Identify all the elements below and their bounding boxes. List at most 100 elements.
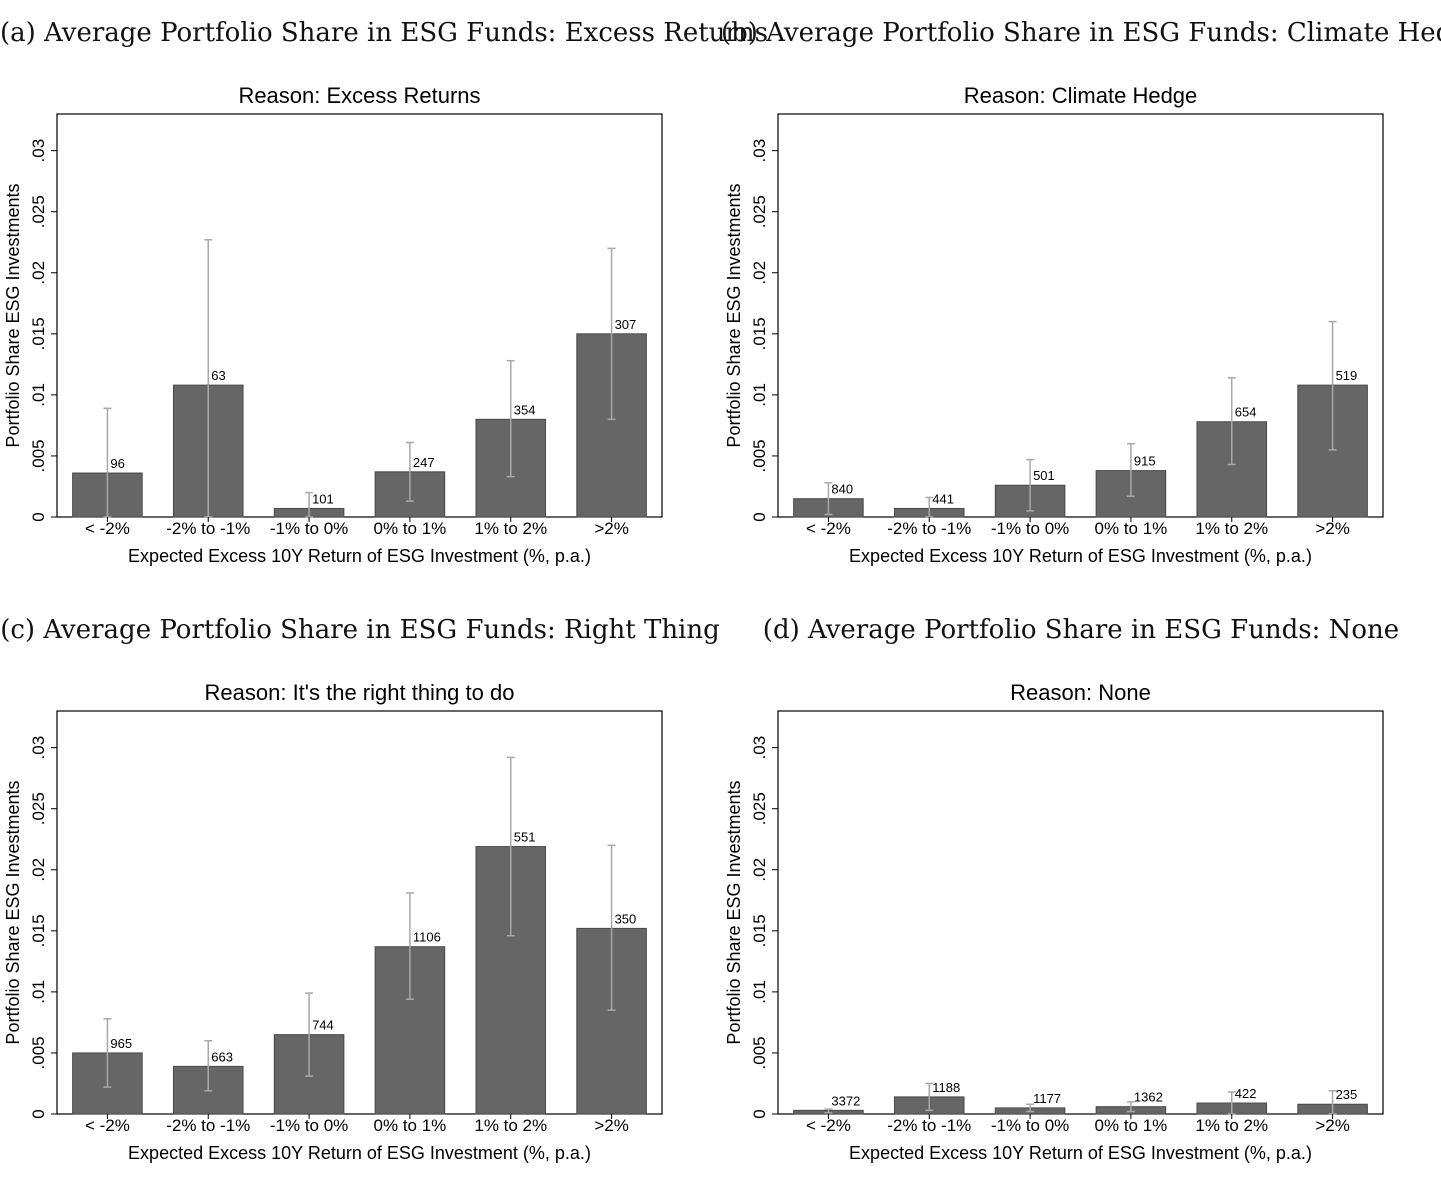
data-label: 354	[514, 402, 536, 417]
data-label: 501	[1033, 468, 1055, 483]
y-tick-label: 0	[29, 1109, 48, 1118]
data-label: 235	[1336, 1087, 1358, 1102]
x-tick-label: -2% to -1%	[887, 1116, 971, 1135]
panel-caption: (a) Average Portfolio Share in ESG Funds…	[0, 18, 768, 48]
plot-frame	[56, 710, 663, 1115]
data-label: 101	[312, 491, 334, 506]
x-tick-label: < -2%	[85, 1116, 130, 1135]
y-tick-label: 0	[29, 512, 48, 521]
bar-chart-right-thing: Reason: It's the right thing to do 0 .005.…	[3, 680, 663, 1163]
x-tick-label: 1% to 2%	[1195, 519, 1268, 538]
chart-title: Reason: It's the right thing to do	[205, 680, 515, 705]
y-tick-label: .025	[750, 792, 769, 825]
y-tick-label: .025	[29, 195, 48, 228]
data-label: 1106	[413, 930, 441, 945]
data-label: 744	[312, 1018, 334, 1033]
x-axis-label: Expected Excess 10Y Return of ESG Invest…	[128, 546, 591, 566]
data-label: 663	[211, 1049, 233, 1064]
data-label: 551	[514, 830, 536, 845]
plot-frame	[777, 113, 1384, 518]
y-tick-label: .02	[750, 858, 769, 882]
y-tick-label: .01	[750, 383, 769, 407]
chart-title: Reason: Climate Hedge	[964, 83, 1198, 108]
x-tick-label: 1% to 2%	[1195, 1116, 1268, 1135]
x-tick-label: < -2%	[806, 1116, 851, 1135]
data-label: 1188	[932, 1080, 960, 1095]
x-axis-label: Expected Excess 10Y Return of ESG Invest…	[128, 1143, 591, 1163]
y-tick-label: .005	[29, 1036, 48, 1069]
x-tick-label: 1% to 2%	[474, 1116, 547, 1135]
data-label: 441	[932, 491, 954, 506]
data-label: 654	[1235, 405, 1257, 420]
x-tick-label: < -2%	[85, 519, 130, 538]
y-tick-label: .02	[29, 261, 48, 285]
chart-panel-b: (b) Average Portfolio Share in ESG Funds…	[721, 0, 1441, 597]
y-tick-label: .01	[29, 980, 48, 1004]
chart-panel-d: (d) Average Portfolio Share in ESG Funds…	[721, 597, 1441, 1194]
data-label: 422	[1235, 1086, 1257, 1101]
data-label: 307	[615, 317, 637, 332]
y-tick-label: .025	[750, 195, 769, 228]
y-tick-label: 0	[750, 1109, 769, 1118]
chart-panel-c: (c) Average Portfolio Share in ESG Funds…	[0, 597, 720, 1194]
x-tick-label: -1% to 0%	[991, 519, 1069, 538]
data-label: 350	[615, 911, 637, 926]
x-tick-label: -1% to 0%	[270, 519, 348, 538]
y-axis-label: Portfolio Share ESG Investments	[724, 183, 744, 447]
data-label: 96	[110, 456, 124, 471]
x-tick-label: -2% to -1%	[166, 1116, 250, 1135]
y-tick-label: .015	[750, 914, 769, 947]
bar-chart-none: Reason: None 0 .005 .01 .015 .02 .025 .03 Portfo…	[724, 680, 1384, 1163]
y-tick-label: .015	[750, 317, 769, 350]
x-tick-label: 0% to 1%	[374, 519, 447, 538]
data-label: 3372	[831, 1093, 860, 1108]
data-label: 965	[110, 1036, 132, 1051]
x-tick-label: 0% to 1%	[1095, 519, 1168, 538]
x-tick-label: >2%	[594, 1116, 629, 1135]
chart-title: Reason: None	[1010, 680, 1151, 705]
data-label: 840	[831, 482, 853, 497]
data-label: 1362	[1134, 1090, 1163, 1105]
x-tick-label: -2% to -1%	[887, 519, 971, 538]
y-tick-label: .01	[750, 980, 769, 1004]
y-tick-label: .02	[750, 261, 769, 285]
x-tick-label: -2% to -1%	[166, 519, 250, 538]
y-axis-label: Portfolio Share ESG Investments	[3, 780, 23, 1044]
x-axis-label: Expected Excess 10Y Return of ESG Invest…	[849, 1143, 1312, 1163]
y-tick-label: .005	[750, 439, 769, 472]
y-tick-label: .015	[29, 317, 48, 350]
x-tick-label: >2%	[1315, 1116, 1350, 1135]
y-tick-label: .005	[29, 439, 48, 472]
y-tick-label: .03	[750, 736, 769, 760]
x-tick-label: 0% to 1%	[374, 1116, 447, 1135]
x-tick-label: < -2%	[806, 519, 851, 538]
y-tick-label: .025	[29, 792, 48, 825]
y-tick-label: 0	[750, 512, 769, 521]
panel-caption: (c) Average Portfolio Share in ESG Funds…	[0, 615, 720, 645]
x-tick-label: 1% to 2%	[474, 519, 547, 538]
panel-caption: (d) Average Portfolio Share in ESG Funds…	[762, 615, 1400, 645]
y-tick-label: .005	[750, 1036, 769, 1069]
plot-frame	[777, 710, 1384, 1115]
data-label: 63	[211, 368, 225, 383]
plot-frame	[56, 113, 663, 518]
y-tick-label: .015	[29, 914, 48, 947]
y-tick-label: .03	[750, 139, 769, 163]
x-axis-label: Expected Excess 10Y Return of ESG Invest…	[849, 546, 1312, 566]
y-tick-label: .03	[29, 736, 48, 760]
y-axis-label: Portfolio Share ESG Investments	[724, 780, 744, 1044]
y-axis-label: Portfolio Share ESG Investments	[3, 183, 23, 447]
x-tick-label: -1% to 0%	[991, 1116, 1069, 1135]
chart-panel-a: (a) Average Portfolio Share in ESG Funds…	[0, 0, 768, 597]
data-label: 519	[1336, 368, 1358, 383]
y-tick-label: .03	[29, 139, 48, 163]
data-label: 247	[413, 455, 435, 470]
data-label: 915	[1134, 454, 1156, 469]
panel-caption: (b) Average Portfolio Share in ESG Funds…	[721, 18, 1441, 48]
bar-chart-climate-hedge: Reason: Climate Hedge 0 .005 .01 .015 .02 .025…	[724, 83, 1384, 566]
x-tick-label: -1% to 0%	[270, 1116, 348, 1135]
data-label: 1177	[1033, 1091, 1061, 1106]
y-tick-label: .02	[29, 858, 48, 882]
y-tick-label: .01	[29, 383, 48, 407]
x-tick-label: 0% to 1%	[1095, 1116, 1168, 1135]
